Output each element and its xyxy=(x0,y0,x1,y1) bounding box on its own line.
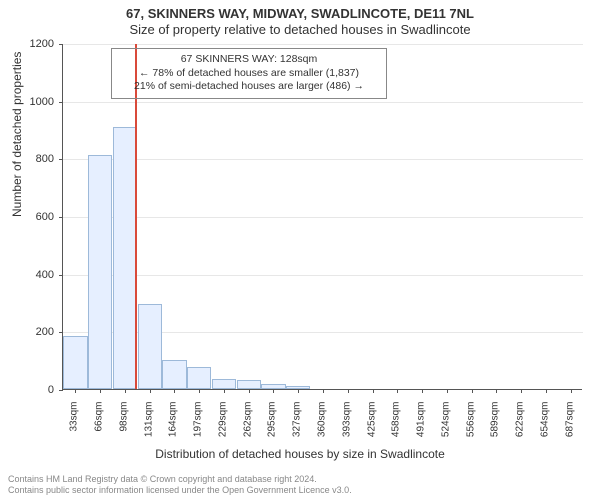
annotation-box: 67 SKINNERS WAY: 128sqm← 78% of detached… xyxy=(111,48,387,99)
xtick-mark xyxy=(546,389,547,393)
footer-copyright: Contains HM Land Registry data © Crown c… xyxy=(8,474,352,497)
histogram-bar xyxy=(113,127,137,389)
xtick-mark xyxy=(273,389,274,393)
xtick-label: 393sqm xyxy=(341,402,352,450)
xtick-label: 458sqm xyxy=(391,402,402,450)
ytick-label: 600 xyxy=(14,211,54,223)
ytick-mark xyxy=(59,275,63,276)
gridline xyxy=(63,275,583,276)
ytick-label: 1000 xyxy=(14,96,54,108)
xtick-label: 98sqm xyxy=(118,402,129,450)
plot-area: 67 SKINNERS WAY: 128sqm← 78% of detached… xyxy=(62,44,582,390)
xtick-label: 556sqm xyxy=(465,402,476,450)
xtick-label: 131sqm xyxy=(143,402,154,450)
xtick-label: 66sqm xyxy=(94,402,105,450)
histogram-bar xyxy=(88,155,112,389)
histogram-bar xyxy=(212,379,236,389)
xtick-label: 687sqm xyxy=(564,402,575,450)
xtick-label: 262sqm xyxy=(242,402,253,450)
xtick-label: 295sqm xyxy=(267,402,278,450)
xtick-mark xyxy=(75,389,76,393)
xtick-label: 589sqm xyxy=(490,402,501,450)
xtick-mark xyxy=(397,389,398,393)
xtick-label: 491sqm xyxy=(416,402,427,450)
footer-line-1: Contains HM Land Registry data © Crown c… xyxy=(8,474,352,485)
xtick-mark xyxy=(125,389,126,393)
ytick-label: 1200 xyxy=(14,38,54,50)
page-subtitle: Size of property relative to detached ho… xyxy=(0,21,600,37)
footer-line-2: Contains public sector information licen… xyxy=(8,485,352,496)
xtick-label: 197sqm xyxy=(193,402,204,450)
xtick-label: 425sqm xyxy=(366,402,377,450)
xtick-mark xyxy=(447,389,448,393)
xtick-mark xyxy=(373,389,374,393)
xtick-mark xyxy=(323,389,324,393)
xtick-mark xyxy=(298,389,299,393)
gridline xyxy=(63,102,583,103)
annotation-line: 21% of semi-detached houses are larger (… xyxy=(118,80,380,94)
xtick-mark xyxy=(422,389,423,393)
xtick-label: 654sqm xyxy=(539,402,550,450)
xtick-mark xyxy=(150,389,151,393)
ytick-label: 0 xyxy=(14,384,54,396)
annotation-line: ← 78% of detached houses are smaller (1,… xyxy=(118,67,380,81)
xtick-mark xyxy=(100,389,101,393)
histogram-bar xyxy=(237,380,261,389)
ytick-mark xyxy=(59,332,63,333)
xtick-mark xyxy=(571,389,572,393)
xtick-mark xyxy=(249,389,250,393)
ytick-mark xyxy=(59,390,63,391)
xtick-label: 327sqm xyxy=(292,402,303,450)
gridline xyxy=(63,44,583,45)
ytick-mark xyxy=(59,217,63,218)
xtick-mark xyxy=(521,389,522,393)
xtick-mark xyxy=(174,389,175,393)
xtick-label: 33sqm xyxy=(69,402,80,450)
xtick-mark xyxy=(472,389,473,393)
ytick-mark xyxy=(59,159,63,160)
gridline xyxy=(63,159,583,160)
xtick-label: 164sqm xyxy=(168,402,179,450)
ytick-mark xyxy=(59,44,63,45)
histogram-bar xyxy=(63,336,87,389)
xtick-mark xyxy=(348,389,349,393)
xtick-mark xyxy=(199,389,200,393)
ytick-mark xyxy=(59,102,63,103)
y-axis-label: Number of detached properties xyxy=(10,52,24,217)
xtick-mark xyxy=(224,389,225,393)
ytick-label: 200 xyxy=(14,326,54,338)
xtick-label: 229sqm xyxy=(217,402,228,450)
histogram-chart: 67 SKINNERS WAY: 128sqm← 78% of detached… xyxy=(62,44,582,390)
ytick-label: 400 xyxy=(14,269,54,281)
histogram-bar xyxy=(138,304,162,389)
xtick-label: 360sqm xyxy=(317,402,328,450)
ytick-label: 800 xyxy=(14,153,54,165)
annotation-line: 67 SKINNERS WAY: 128sqm xyxy=(118,53,380,67)
xtick-mark xyxy=(496,389,497,393)
gridline xyxy=(63,217,583,218)
page-title: 67, SKINNERS WAY, MIDWAY, SWADLINCOTE, D… xyxy=(0,0,600,21)
xtick-label: 524sqm xyxy=(440,402,451,450)
histogram-bar xyxy=(162,360,186,389)
xtick-label: 622sqm xyxy=(515,402,526,450)
histogram-bar xyxy=(187,367,211,389)
